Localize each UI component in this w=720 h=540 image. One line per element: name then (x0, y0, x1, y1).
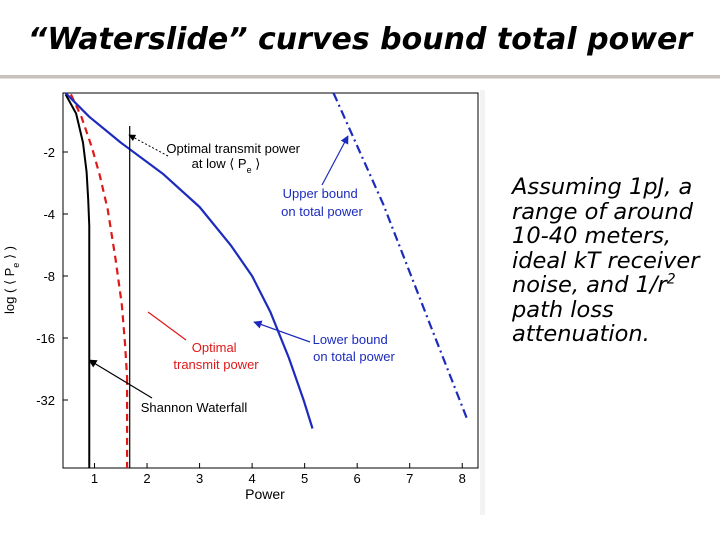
y-tick-label: -4 (43, 207, 55, 222)
x-tick-label: 5 (301, 471, 308, 486)
arrow-optimal-low (128, 134, 169, 157)
arrow-upper-bound (321, 135, 349, 186)
figure-background (0, 90, 485, 515)
annotation-upper-bound: Upper bound on total power (281, 186, 363, 219)
y-axis-label-end: ⟩ ) (2, 246, 17, 263)
y-axis-label: log ( ⟨ Pe ⟩ ) (2, 246, 21, 314)
series-line-shannon-waterfall (64, 93, 91, 227)
arrow-optimal-transmit (147, 311, 187, 341)
arrow-lower-bound (253, 320, 311, 343)
title-divider-shadow (0, 78, 720, 79)
figure-right-edge (480, 90, 485, 515)
x-tick-label: 6 (354, 471, 361, 486)
y-tick-label: -8 (43, 269, 55, 284)
x-tick-label: 3 (196, 471, 203, 486)
series-line-lower-bound-on-total-power (64, 92, 314, 429)
x-tick-label: 7 (406, 471, 413, 486)
y-tick-label: -16 (36, 331, 55, 346)
x-tick-label: 4 (248, 471, 255, 486)
axis-ticks: 1 2 3 4 5 6 7 8 -2 -4 -8 -16 -32 (36, 145, 466, 486)
waterslide-chart: 1 2 3 4 5 6 7 8 -2 -4 -8 -16 -32 Power log ( ⟨ Pe ⟩ … (0, 90, 485, 515)
y-tick-label: -2 (43, 145, 55, 160)
x-tick-label: 1 (91, 471, 98, 486)
side-text-main: Assuming 1pJ, a range of around 10-40 me… (512, 174, 700, 298)
slide-title: “Waterslide” curves bound total power (27, 22, 693, 57)
annotation-optimal-low: Optimal transmit power at low ⟨ Pe ⟩ (166, 141, 303, 175)
x-axis-label: Power (245, 486, 285, 502)
series-layer (64, 92, 469, 468)
annotation-shannon: Shannon Waterfall (141, 400, 248, 415)
annotation-lower-bound: Lower bound on total power (313, 332, 396, 364)
annotation-optimal-transmit: Optimal transmit power (173, 340, 259, 372)
y-axis-label-sub: e (11, 263, 21, 268)
title-divider (0, 75, 720, 78)
y-tick-label: -32 (36, 393, 55, 408)
plot-frame (62, 92, 479, 469)
side-text-exponent: 2 (666, 271, 676, 288)
y-axis-label-main: log ( ⟨ P (2, 268, 17, 314)
x-tick-label: 8 (459, 471, 466, 486)
series-line-upper-bound-on-total-power (332, 92, 469, 421)
side-text-tail: path loss attenuation. (512, 296, 650, 347)
x-tick-label: 2 (143, 471, 150, 486)
series-line-optimal-transmit-power (69, 93, 129, 378)
arrow-shannon (88, 359, 153, 399)
side-text: Assuming 1pJ, a range of around 10-40 me… (512, 175, 717, 347)
